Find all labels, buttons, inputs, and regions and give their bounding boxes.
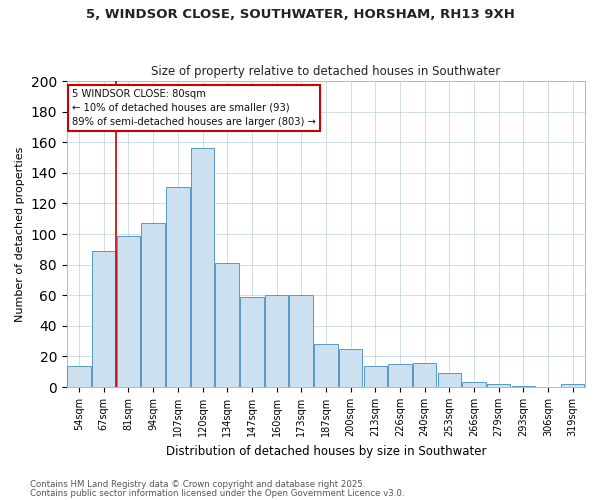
Bar <box>142 224 165 387</box>
Bar <box>92 251 116 387</box>
Bar <box>487 384 511 387</box>
Text: 5 WINDSOR CLOSE: 80sqm
← 10% of detached houses are smaller (93)
89% of semi-det: 5 WINDSOR CLOSE: 80sqm ← 10% of detached… <box>72 88 316 126</box>
Bar <box>191 148 214 387</box>
Text: Contains HM Land Registry data © Crown copyright and database right 2025.: Contains HM Land Registry data © Crown c… <box>30 480 365 489</box>
Title: Size of property relative to detached houses in Southwater: Size of property relative to detached ho… <box>151 66 500 78</box>
Bar <box>117 236 140 387</box>
Bar <box>215 263 239 387</box>
Bar <box>240 297 263 387</box>
Y-axis label: Number of detached properties: Number of detached properties <box>15 146 25 322</box>
Bar <box>561 384 584 387</box>
Bar <box>364 366 387 387</box>
Bar <box>67 366 91 387</box>
Bar <box>437 374 461 387</box>
Bar <box>339 349 362 387</box>
Bar <box>462 382 485 387</box>
Bar <box>413 362 436 387</box>
Bar <box>388 364 412 387</box>
Bar <box>265 296 288 387</box>
Bar <box>166 186 190 387</box>
Bar <box>512 386 535 387</box>
Bar <box>314 344 338 387</box>
Text: Contains public sector information licensed under the Open Government Licence v3: Contains public sector information licen… <box>30 489 404 498</box>
Bar <box>289 296 313 387</box>
Text: 5, WINDSOR CLOSE, SOUTHWATER, HORSHAM, RH13 9XH: 5, WINDSOR CLOSE, SOUTHWATER, HORSHAM, R… <box>86 8 514 20</box>
X-axis label: Distribution of detached houses by size in Southwater: Distribution of detached houses by size … <box>166 444 486 458</box>
